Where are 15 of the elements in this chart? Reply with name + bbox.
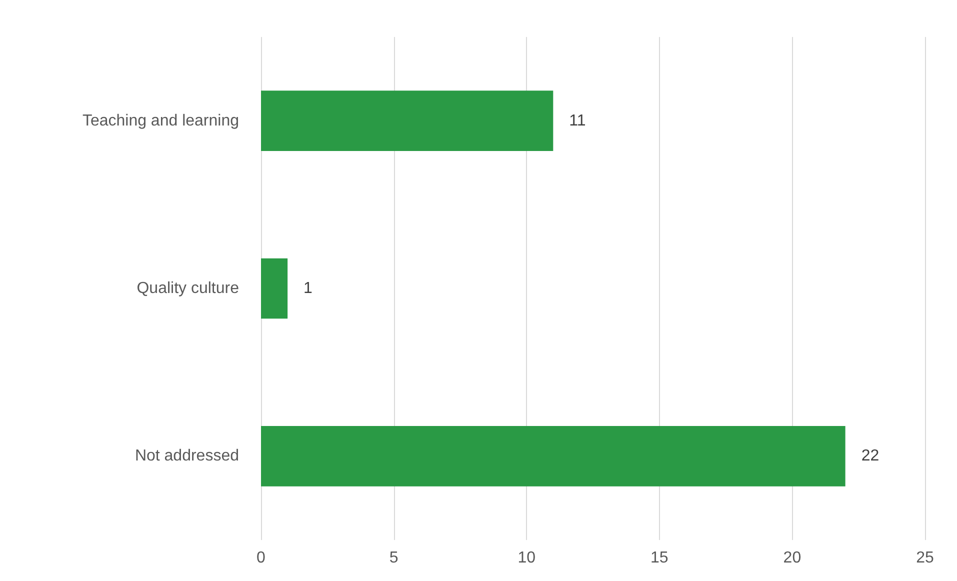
x-tick-label: 10	[518, 550, 536, 566]
data-label: 1	[304, 280, 313, 297]
y-tick-label: Not addressed	[134, 448, 239, 465]
bar	[261, 90, 554, 152]
x-tick-label: 15	[650, 550, 668, 566]
x-tick-label: 20	[783, 550, 802, 566]
y-tick-label: Quality culture	[136, 280, 240, 297]
y-tick-label: Teaching and learning	[82, 112, 239, 130]
bar	[261, 426, 846, 486]
bar	[261, 258, 288, 319]
x-tick-label: 5	[389, 550, 398, 566]
data-label: 22	[861, 448, 880, 465]
x-tick-label: 0	[256, 550, 266, 566]
data-label: 11	[569, 112, 586, 130]
x-tick-label: 25	[916, 550, 934, 566]
